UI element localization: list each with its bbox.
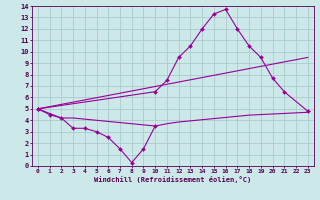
X-axis label: Windchill (Refroidissement éolien,°C): Windchill (Refroidissement éolien,°C) [94, 176, 252, 183]
